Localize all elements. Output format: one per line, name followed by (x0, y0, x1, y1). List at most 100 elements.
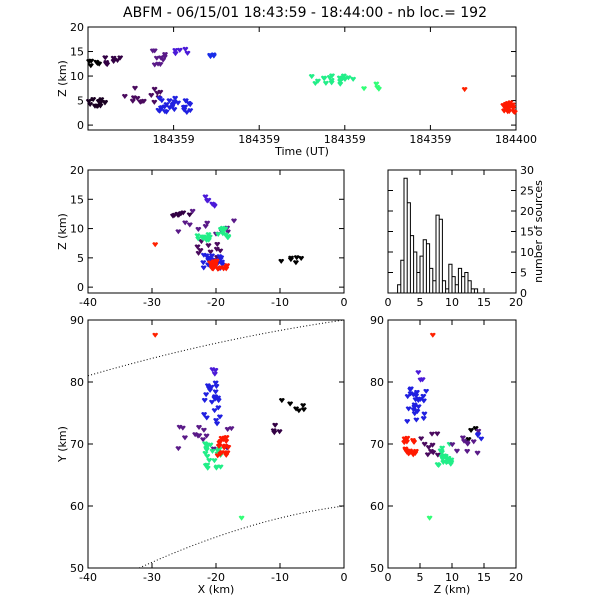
time-height-ytick-label: 20 (70, 21, 84, 34)
x-height-xtick-label: -40 (79, 296, 97, 309)
source-point (204, 198, 211, 204)
source-point (417, 396, 424, 403)
source-point (449, 442, 456, 448)
source-point (345, 75, 352, 81)
source-point (203, 445, 210, 451)
source-point (276, 429, 283, 435)
plan-view-ytick-label: 50 (70, 562, 84, 575)
source-point (328, 77, 335, 83)
source-point (407, 391, 414, 397)
source-point (375, 86, 382, 92)
plan-view-ytick-label: 80 (70, 376, 84, 389)
plan-view-ylabel: Y (km) (56, 426, 69, 463)
source-point (151, 99, 158, 105)
source-point (219, 262, 226, 268)
source-point (220, 228, 226, 234)
source-point (223, 264, 230, 270)
height-plan-ytick-label: 90 (370, 314, 384, 327)
time-height-ytick-label: 0 (77, 119, 84, 132)
range-boundary-curve (138, 505, 345, 569)
source-point (423, 388, 430, 394)
time-height-frame (87, 26, 517, 131)
source-point (200, 252, 207, 258)
height-histogram-ytick-label: 30 (520, 164, 534, 177)
plan-view-frame (87, 319, 345, 569)
source-point (213, 258, 220, 264)
source-point (472, 426, 479, 432)
source-point (202, 194, 209, 200)
source-point (206, 457, 213, 464)
height-histogram-xtick-label: 5 (417, 296, 424, 309)
height-histogram-ylabel: number of sources (532, 180, 545, 283)
time-height-xtick-label: 184359 (153, 133, 195, 146)
height-plan-ytick-label: 70 (370, 438, 384, 451)
source-point (413, 389, 420, 396)
source-point (194, 244, 201, 250)
source-point (195, 226, 202, 232)
x-height-xtick-label: -30 (143, 296, 161, 309)
source-point (212, 380, 219, 386)
source-point (192, 432, 199, 438)
x-height-ytick-label: 10 (70, 223, 84, 236)
source-point (148, 92, 155, 99)
x-height-xtick-label: -10 (271, 296, 289, 309)
panel-plan-view: -40 -30 -20 -10 0 50 60 70 80 90 X (km) Y (km) (56, 314, 348, 596)
source-point (200, 265, 207, 271)
source-point (404, 394, 411, 400)
source-point (153, 55, 160, 61)
x-height-xtick-label: 0 (341, 296, 348, 309)
source-point (194, 233, 201, 239)
source-point (413, 417, 420, 423)
range-boundary-curve (87, 319, 345, 377)
source-point (287, 401, 294, 407)
source-point (461, 438, 468, 444)
source-point (413, 408, 420, 414)
source-point (182, 220, 189, 226)
source-point (373, 81, 380, 87)
source-point (401, 440, 408, 446)
source-point (212, 389, 219, 395)
source-point (151, 86, 158, 92)
source-point (228, 426, 235, 432)
source-point (196, 424, 202, 430)
source-point (203, 392, 210, 398)
source-point (340, 73, 347, 79)
source-point (411, 402, 418, 408)
source-point (201, 397, 208, 403)
source-point (320, 75, 327, 81)
source-point (207, 255, 214, 261)
source-point (218, 265, 225, 271)
source-point (211, 408, 218, 414)
source-point (312, 80, 319, 87)
source-point (404, 419, 411, 425)
time-height-xtick-label: 184400 (495, 133, 537, 146)
figure-title: ABFM - 06/15/01 18:43:59 - 18:44:00 - nb… (123, 5, 487, 21)
time-height-ytick-label: 5 (77, 95, 84, 108)
source-point (278, 258, 285, 264)
height-histogram-xtick-label: 15 (477, 296, 491, 309)
source-point (207, 54, 214, 60)
source-point (510, 105, 517, 111)
source-point (211, 394, 218, 400)
source-point (222, 232, 229, 238)
source-point (361, 86, 367, 92)
plan-view-ytick-label: 60 (70, 500, 84, 513)
height-histogram-ytick-label: 0 (520, 287, 527, 300)
source-point (413, 393, 420, 399)
height-plan-xtick-label: 20 (509, 571, 523, 584)
source-point (93, 59, 100, 65)
source-point (474, 450, 481, 456)
source-point (149, 48, 156, 54)
source-point (197, 247, 204, 254)
source-point (204, 383, 211, 389)
height-histogram-xtick-label: 20 (509, 296, 523, 309)
source-point (203, 433, 210, 439)
source-point (182, 104, 189, 110)
source-point (211, 371, 218, 377)
source-point (88, 58, 95, 64)
source-point (418, 436, 425, 442)
source-point (295, 408, 302, 414)
height-plan-xtick-label: 10 (445, 571, 459, 584)
source-point (157, 89, 164, 95)
source-point (218, 255, 225, 261)
